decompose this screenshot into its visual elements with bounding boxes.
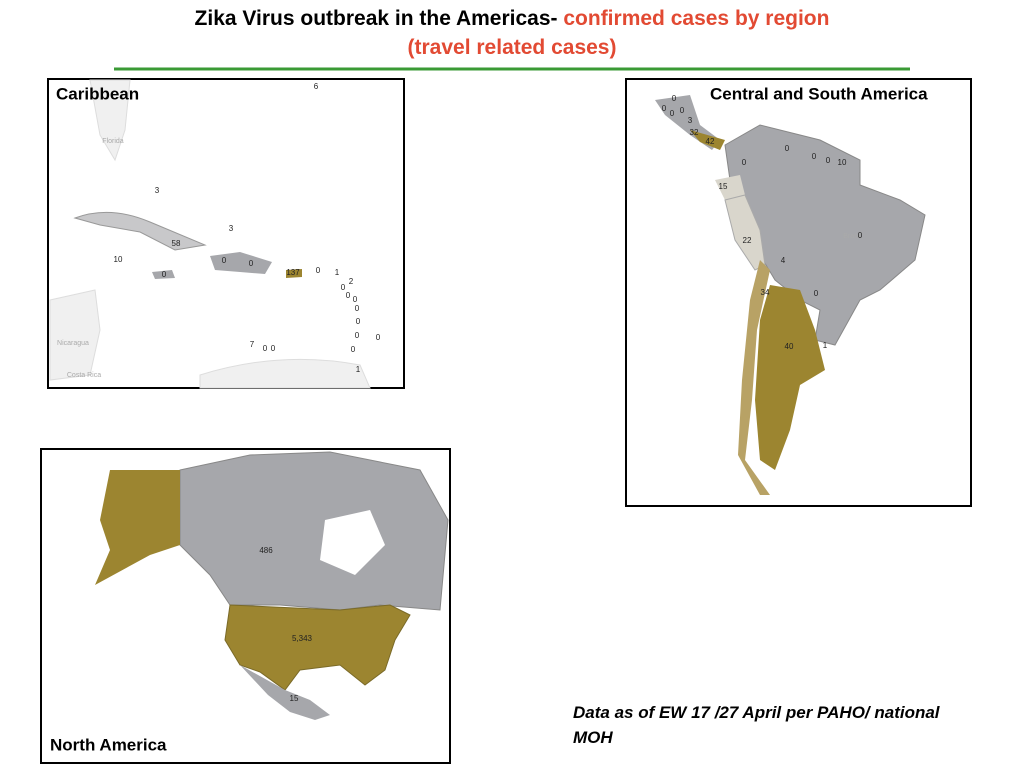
hispaniola [210, 252, 272, 274]
caribbean-map: Caribbean Florida Nicaragua Costa Rica [47, 78, 405, 389]
case-count: 0 [680, 106, 685, 115]
case-count: 0 [826, 156, 831, 165]
case-count: 6 [314, 82, 319, 91]
case-count: 0 [785, 144, 790, 153]
case-count: 0 [346, 291, 351, 300]
case-count: 0 [353, 295, 358, 304]
case-count: 0 [858, 231, 863, 240]
case-count: 40 [785, 342, 794, 351]
case-count: 2 [349, 277, 354, 286]
place-name: Nicaragua [57, 340, 89, 347]
case-count: 137 [286, 268, 300, 277]
case-count: 0 [222, 256, 227, 265]
mexico [240, 665, 330, 720]
puerto-rico [286, 269, 302, 278]
case-count: 7 [250, 340, 255, 349]
case-count: 22 [743, 236, 752, 245]
hudson-bay [320, 510, 385, 575]
case-count: 5,343 [292, 634, 313, 643]
map-title: North America [50, 735, 167, 754]
case-count: 32 [690, 128, 699, 137]
case-count: 0 [376, 333, 381, 342]
panama [690, 130, 725, 150]
case-count: 1 [356, 365, 361, 374]
jamaica [152, 270, 175, 279]
land [49, 289, 101, 381]
title-main: Zika Virus outbreak in the Americas- [194, 7, 558, 30]
ecuador [715, 175, 745, 200]
case-count: 1 [823, 341, 828, 350]
place-name: Florida [102, 138, 124, 145]
case-count: 3 [155, 186, 160, 195]
case-count: 0 [356, 317, 361, 326]
land [199, 358, 371, 389]
case-count: 0 [662, 104, 667, 113]
case-count: 0 [271, 344, 276, 353]
case-count: 0 [814, 289, 819, 298]
map-title: Central and South America [710, 84, 928, 103]
land [89, 79, 131, 162]
case-count: 0 [355, 331, 360, 340]
north-america-map: North America [40, 448, 451, 764]
case-count: 15 [719, 182, 728, 191]
case-count: 10 [114, 255, 123, 264]
case-count: 0 [316, 266, 321, 275]
place-name: Costa Rica [67, 372, 101, 379]
place-name: Brasil [843, 233, 861, 240]
case-count: 0 [670, 109, 675, 118]
case-count: 0 [249, 259, 254, 268]
chile [738, 260, 770, 495]
case-count: 0 [672, 94, 677, 103]
case-count: 42 [706, 137, 715, 146]
case-count: 34 [761, 288, 770, 297]
cuba [73, 211, 207, 251]
case-count: 0 [351, 345, 356, 354]
case-count: 1 [335, 268, 340, 277]
alaska [95, 470, 180, 585]
case-count: 3 [229, 224, 234, 233]
case-count: 0 [742, 158, 747, 167]
case-count: 486 [259, 546, 273, 555]
footnote: Data as of EW 17 /27 April per PAHO/ nat… [573, 703, 940, 747]
case-count: 3 [688, 116, 693, 125]
case-count: 4 [781, 256, 786, 265]
case-count: 15 [290, 694, 299, 703]
case-count: 0 [812, 152, 817, 161]
case-count: 0 [355, 304, 360, 313]
central-south-map: Central and South America Brasil [625, 78, 972, 507]
argentina [755, 285, 825, 470]
canada [179, 451, 449, 611]
slide-title: Zika Virus outbreak in the Americas- con… [162, 4, 862, 62]
title-highlight: confirmed cases by region (travel relate… [407, 7, 830, 59]
map-title: Caribbean [56, 84, 139, 103]
usa [224, 604, 411, 691]
case-count: 10 [838, 158, 847, 167]
case-count: 0 [263, 344, 268, 353]
case-count: 0 [162, 270, 167, 279]
case-count: 58 [172, 239, 181, 248]
case-count: 0 [341, 283, 346, 292]
